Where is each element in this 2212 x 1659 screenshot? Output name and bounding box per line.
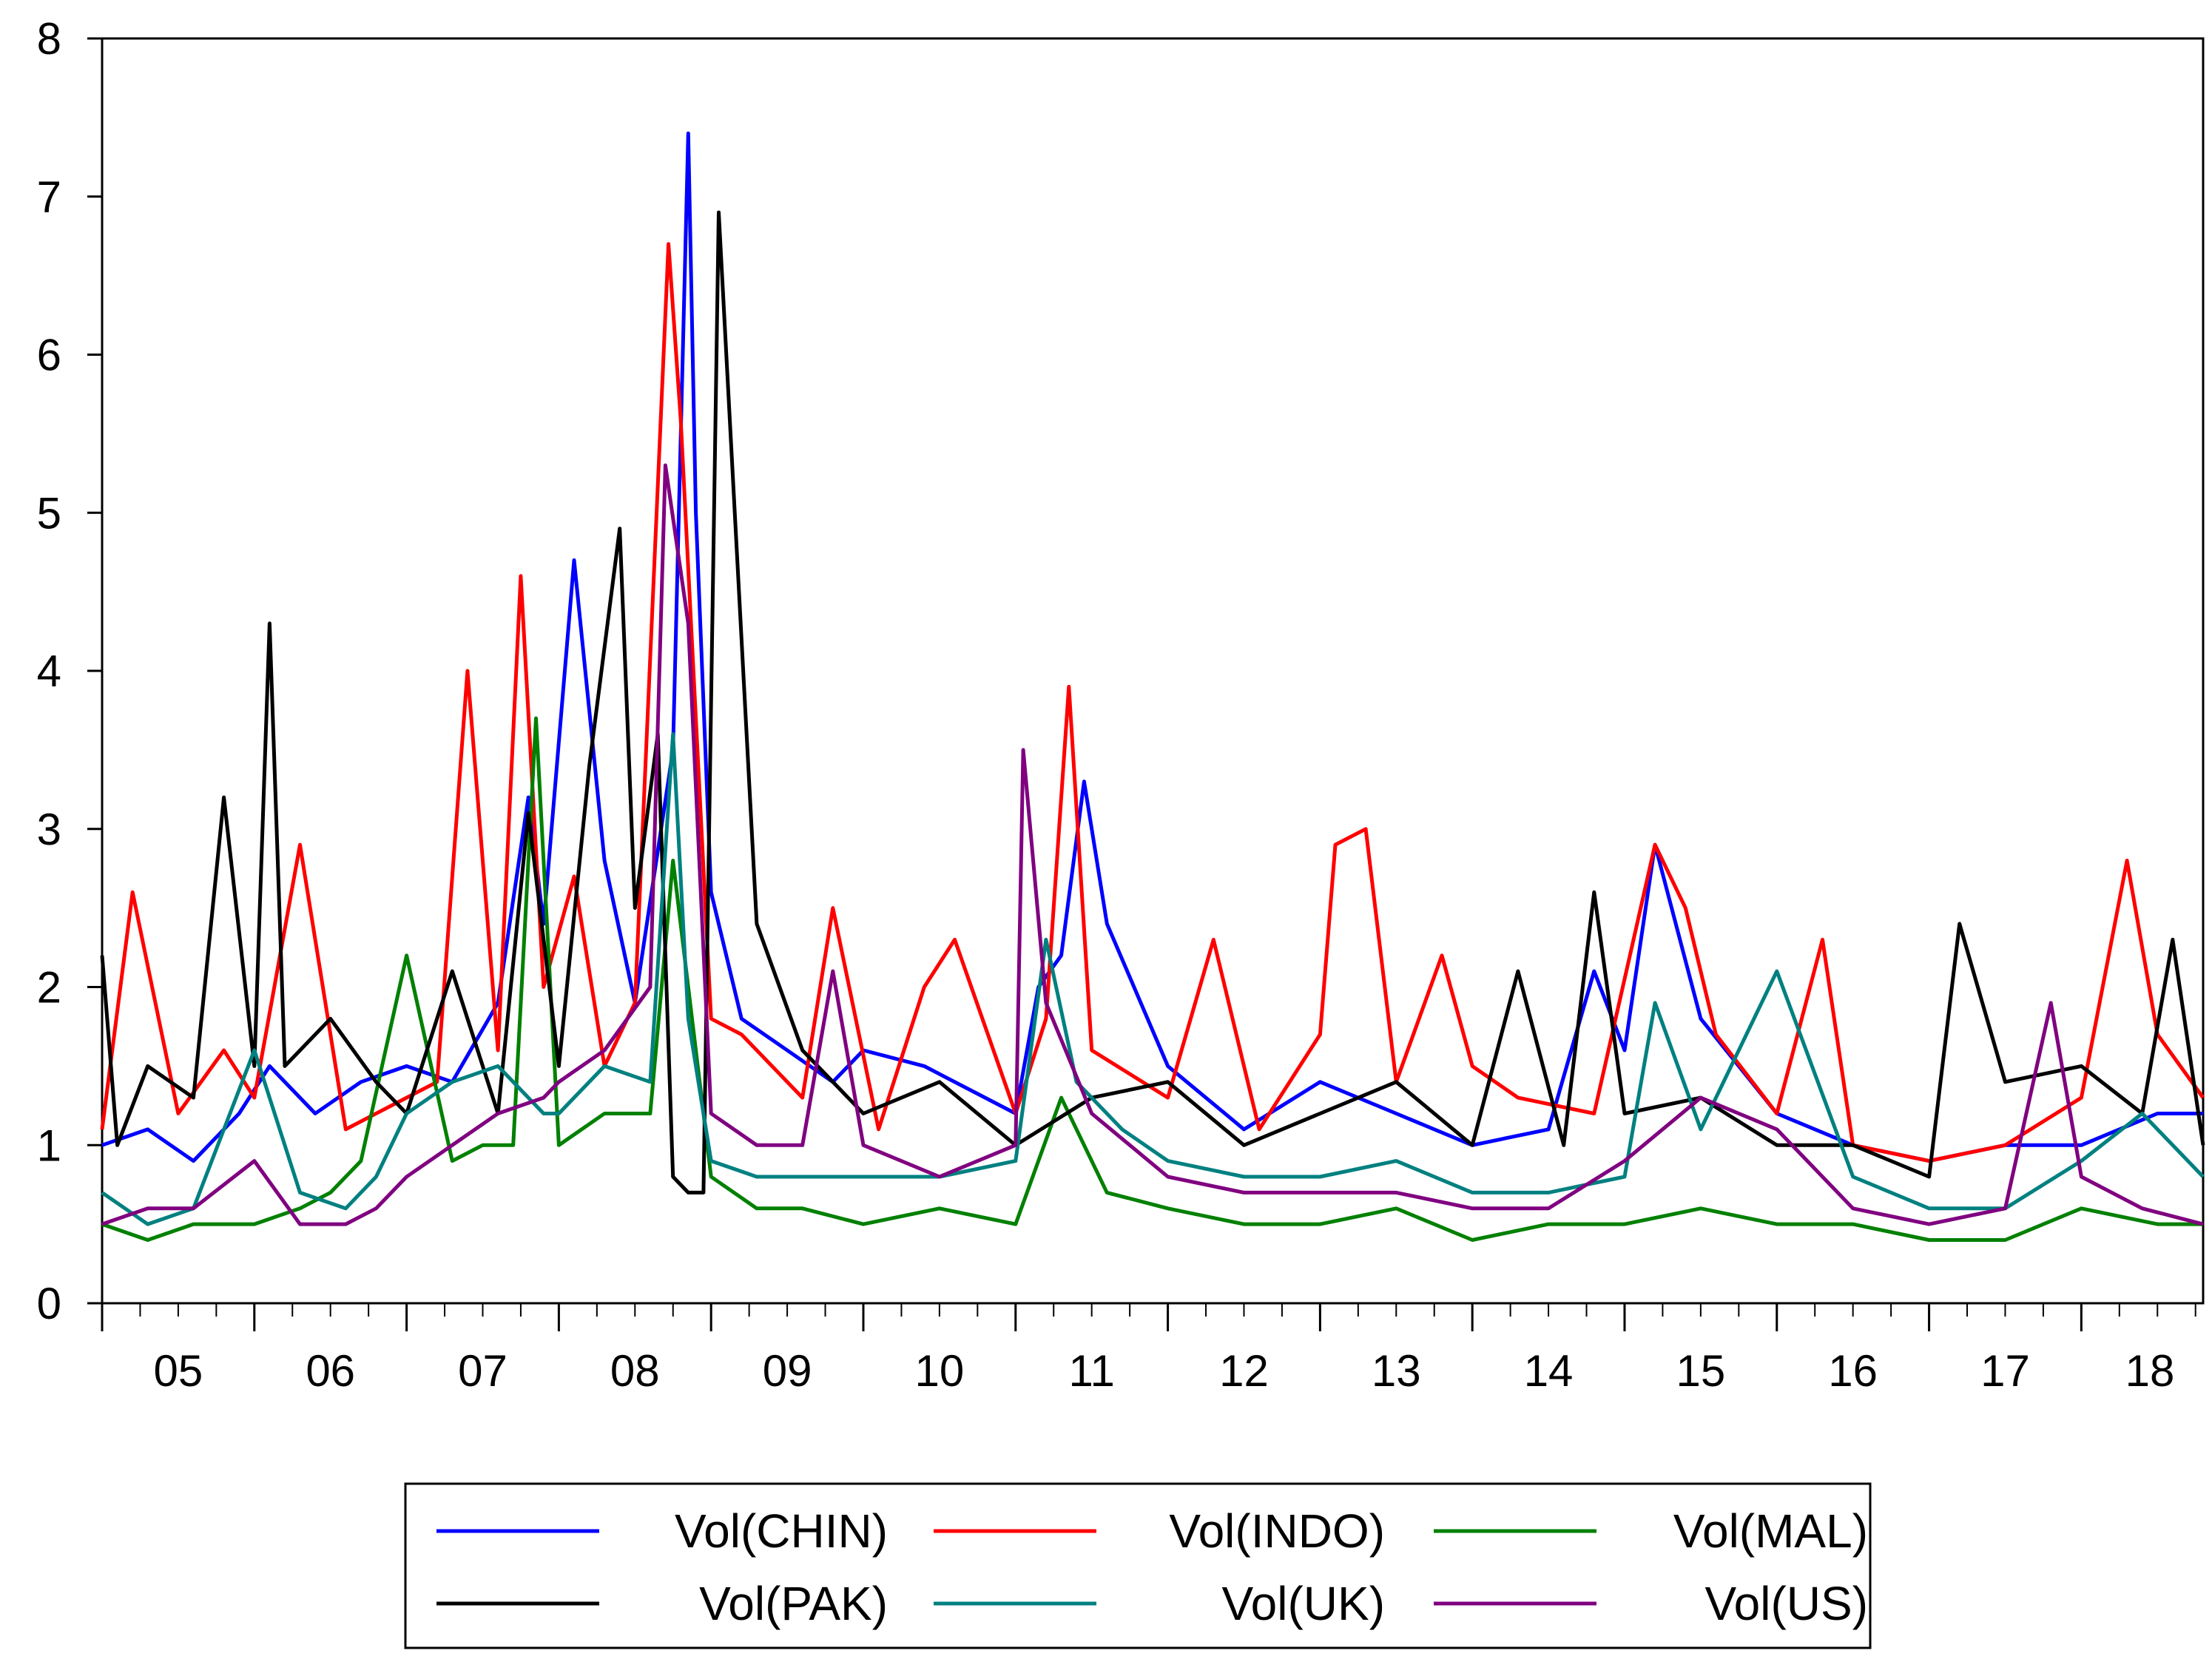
legend-label: Vol(INDO) <box>1169 1504 1385 1558</box>
x-axis: 05 06 07 08 09 10 11 12 13 14 15 16 17 18 <box>101 1303 2196 1396</box>
series-line-volus <box>101 463 2204 1226</box>
x-tick-label: 05 <box>154 1346 203 1396</box>
legend-label: Vol(UK) <box>1222 1577 1386 1630</box>
legend: Vol(CHIN) Vol(INDO) Vol(MAL) Vol(PAK) Vol(UK… <box>404 1482 1872 1649</box>
legend-label: Vol(PAK) <box>699 1577 888 1630</box>
y-tick-label: 5 <box>37 488 61 538</box>
x-tick-label: 15 <box>1676 1346 1725 1396</box>
series-layer <box>100 131 2205 1242</box>
plot-area-frame <box>101 37 2205 1305</box>
y-tick-label: 3 <box>37 805 61 854</box>
x-tick-label: 13 <box>1372 1346 1421 1396</box>
y-tick-label: 2 <box>37 963 61 1013</box>
legend-label: Vol(MAL) <box>1673 1504 1868 1558</box>
series-line-volpak <box>100 210 2205 1195</box>
x-tick-label: 09 <box>763 1346 812 1396</box>
x-tick-label: 14 <box>1524 1346 1574 1396</box>
x-tick-label: 11 <box>1069 1346 1115 1396</box>
x-tick-label: 16 <box>1828 1346 1878 1396</box>
x-tick-label: 18 <box>2125 1346 2175 1396</box>
x-tick-label: 12 <box>1219 1346 1269 1396</box>
legend-label: Vol(CHIN) <box>675 1504 888 1558</box>
y-tick-label: 7 <box>37 172 61 222</box>
x-tick-label: 08 <box>610 1346 660 1396</box>
y-tick-label: 0 <box>37 1279 61 1328</box>
series-line-volmal <box>101 716 2203 1242</box>
y-tick-label: 4 <box>37 646 61 696</box>
series-line-volindo <box>100 242 2205 1163</box>
x-tick-label: 07 <box>458 1346 508 1396</box>
y-axis: 0 1 2 3 4 5 6 7 8 <box>37 14 102 1328</box>
legend-frame <box>404 1482 1872 1649</box>
legend-label: Vol(US) <box>1705 1577 1869 1630</box>
y-tick-label: 8 <box>37 14 61 64</box>
x-tick-label: 06 <box>306 1346 355 1396</box>
y-tick-label: 1 <box>37 1121 61 1170</box>
y-tick-label: 6 <box>37 331 61 380</box>
x-tick-label: 17 <box>1980 1346 2030 1396</box>
x-tick-label: 10 <box>915 1346 965 1396</box>
